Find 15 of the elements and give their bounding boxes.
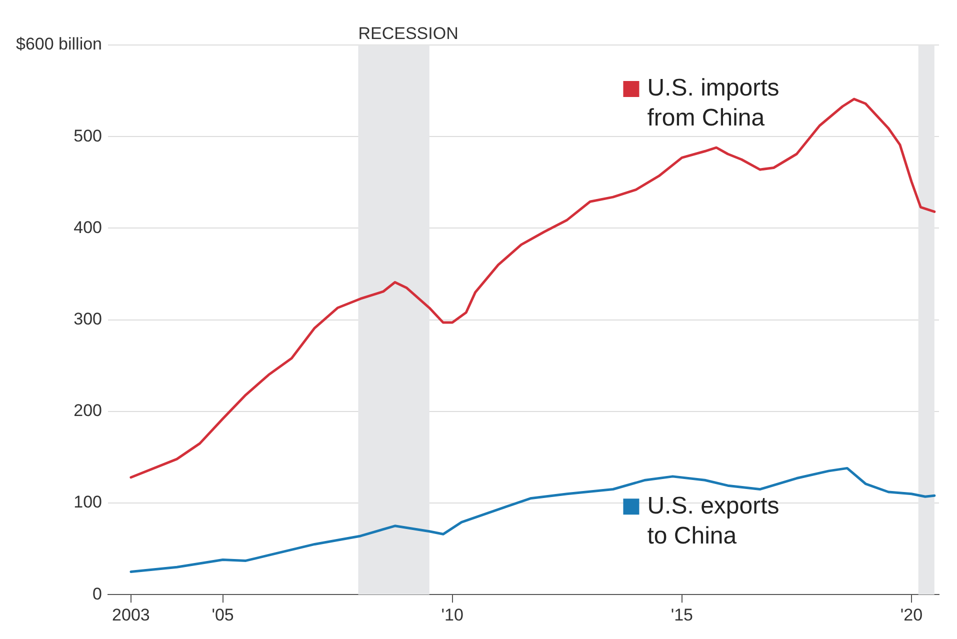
band-label: RECESSION (358, 24, 458, 44)
y-tick-label: 400 (74, 218, 102, 237)
x-tick-label: '05 (212, 605, 234, 624)
y-tick-label: 500 (74, 126, 102, 146)
y-tick-label: $600 billion (16, 34, 102, 54)
x-tick-label: '15 (670, 605, 693, 624)
legend-label: U.S. exports to China (647, 492, 780, 550)
y-tick-label: 200 (74, 401, 102, 420)
x-tick-label: 2003 (112, 605, 150, 624)
y-tick-label: 0 (92, 584, 102, 604)
legend-label: U.S. imports from China (647, 74, 780, 132)
y-tick-label: 300 (74, 309, 102, 328)
x-tick-label: '20 (900, 605, 923, 624)
x-tick-label: '10 (441, 605, 464, 624)
y-tick-label: 100 (74, 492, 102, 512)
